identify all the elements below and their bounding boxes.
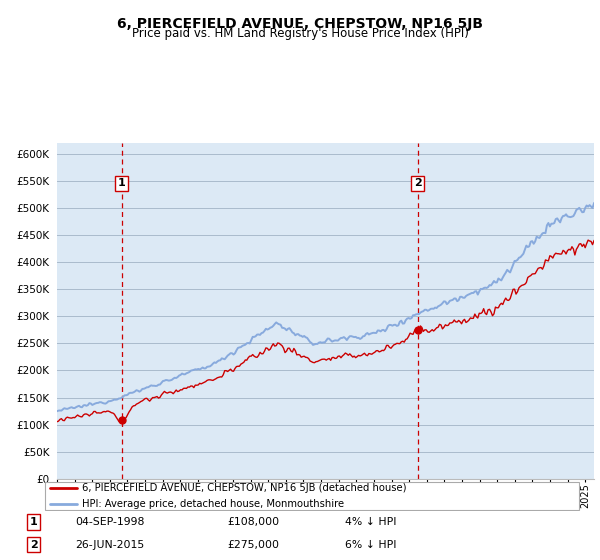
Text: £108,000: £108,000 xyxy=(227,517,279,528)
Text: 1: 1 xyxy=(118,179,125,189)
Text: 4% ↓ HPI: 4% ↓ HPI xyxy=(346,517,397,528)
Text: 6% ↓ HPI: 6% ↓ HPI xyxy=(346,540,397,550)
Text: 04-SEP-1998: 04-SEP-1998 xyxy=(75,517,144,528)
Text: 1: 1 xyxy=(29,517,37,528)
FancyBboxPatch shape xyxy=(45,482,580,510)
Text: 6, PIERCEFIELD AVENUE, CHEPSTOW, NP16 5JB: 6, PIERCEFIELD AVENUE, CHEPSTOW, NP16 5J… xyxy=(117,17,483,31)
Text: 26-JUN-2015: 26-JUN-2015 xyxy=(75,540,144,550)
Text: 6, PIERCEFIELD AVENUE, CHEPSTOW, NP16 5JB (detached house): 6, PIERCEFIELD AVENUE, CHEPSTOW, NP16 5J… xyxy=(83,483,407,493)
Text: £275,000: £275,000 xyxy=(227,540,279,550)
Text: 2: 2 xyxy=(414,179,421,189)
Text: Price paid vs. HM Land Registry's House Price Index (HPI): Price paid vs. HM Land Registry's House … xyxy=(131,27,469,40)
Text: 2: 2 xyxy=(29,540,37,550)
Text: HPI: Average price, detached house, Monmouthshire: HPI: Average price, detached house, Monm… xyxy=(83,498,344,508)
